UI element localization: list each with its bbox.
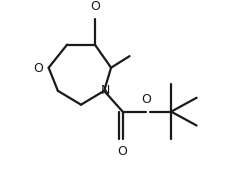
Text: O: O xyxy=(34,62,43,75)
Text: O: O xyxy=(90,0,100,13)
Text: N: N xyxy=(100,84,110,97)
Text: O: O xyxy=(118,145,128,158)
Text: O: O xyxy=(142,93,152,106)
